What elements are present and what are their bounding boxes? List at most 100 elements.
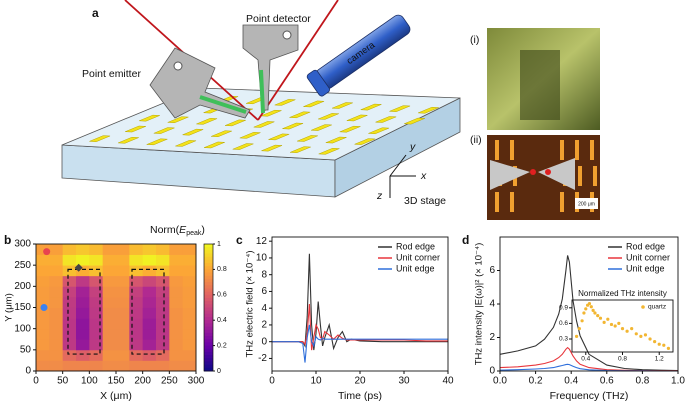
bar-pattern: [575, 140, 579, 160]
heat-cell: [36, 307, 50, 319]
scatter-point: [648, 337, 652, 341]
x-axis-title: Frequency (THz): [550, 390, 629, 402]
bar-pattern: [560, 140, 564, 160]
legend-swatch: [641, 305, 645, 309]
heat-cell: [142, 307, 157, 319]
colorbar-tick-label: 0.8: [217, 266, 227, 273]
colorbar-band: [204, 263, 213, 267]
x-tick-label: 50: [57, 376, 69, 387]
heat-cell: [129, 275, 144, 287]
panel-a: camera a Point detector Point emitter y …: [61, 0, 600, 220]
heat-cell: [102, 328, 117, 340]
rod: [339, 125, 361, 133]
heat-cell: [36, 339, 50, 351]
heat-cell: [102, 339, 117, 351]
axis-x-label: x: [420, 170, 427, 182]
y-tick-label: 100: [14, 323, 31, 334]
colorbar-tick-label: 0.2: [217, 342, 227, 349]
heat-cell: [156, 360, 170, 372]
heat-cell: [156, 318, 170, 330]
heat-cell: [142, 275, 157, 287]
colorbar-frame: [203, 243, 214, 372]
y-tick-label: 6: [489, 265, 495, 276]
heat-cell: [142, 254, 157, 266]
rod: [318, 147, 340, 155]
heat-cell: [89, 307, 104, 319]
heat-cell: [129, 339, 144, 351]
heat-cell: [49, 296, 64, 308]
scatter-point: [609, 322, 614, 327]
heat-cell: [49, 286, 64, 298]
heat-cell: [142, 244, 157, 255]
x-tick-label: 0.8: [618, 356, 627, 363]
colorbar-band: [204, 361, 213, 366]
heat-cell: [129, 328, 144, 340]
colorbar-title-part: E: [179, 224, 187, 236]
colorbar-tick-label: 0: [217, 368, 221, 375]
heat-cell: [102, 360, 117, 372]
colorbar-band: [204, 326, 213, 331]
y-tick-label: 2: [489, 332, 495, 343]
heat-cell: [129, 307, 144, 319]
heat-cell: [49, 349, 64, 361]
detector-hole: [282, 30, 292, 40]
heat-cell: [129, 318, 144, 330]
heat-cell: [76, 339, 90, 351]
scatter-point: [625, 329, 629, 333]
rod: [253, 121, 275, 128]
photo-ii-label: (ii): [470, 134, 482, 146]
heat-cell: [49, 360, 64, 372]
heat-cell: [89, 254, 104, 266]
rod: [196, 118, 218, 125]
heat-cell: [129, 296, 144, 308]
y-tick-label: -2: [258, 353, 267, 364]
colorbar-band: [204, 332, 213, 337]
axes-icon: [389, 154, 416, 198]
heat-cell: [49, 244, 64, 255]
x-tick-label: 250: [161, 376, 178, 387]
heat-cell: [182, 328, 197, 340]
heat-cell: [49, 254, 64, 266]
heat-cell: [36, 318, 50, 330]
photo-i-label: (i): [470, 34, 479, 46]
marker: [43, 248, 51, 256]
legend-label: Unit edge: [626, 263, 665, 273]
heat-cell: [62, 349, 77, 361]
colorbar-band: [204, 278, 213, 283]
colorbar-title-part: ): [201, 224, 205, 236]
scatter-point: [606, 317, 610, 321]
colorbar-band: [204, 247, 213, 251]
heat-cell: [129, 360, 144, 372]
heat-cell: [169, 254, 184, 266]
y-tick-label: 10: [256, 253, 268, 264]
heat-cell: [76, 307, 90, 319]
heat-cell: [102, 254, 117, 266]
y-tick-label: 0: [25, 366, 31, 377]
colorbar-band: [204, 282, 213, 286]
x-axis-title: Time (ps): [338, 390, 382, 402]
rod: [360, 103, 382, 111]
heat-cell: [182, 349, 197, 361]
colorbar-tick-label: 0.4: [217, 317, 227, 324]
rod: [282, 122, 304, 130]
x-tick-label: 0.4: [564, 376, 578, 387]
heat-cell: [102, 318, 117, 330]
heat-cell: [102, 265, 117, 277]
heat-cell: [169, 296, 184, 308]
rod: [260, 109, 282, 117]
colorbar-band: [204, 266, 213, 270]
heat-cell: [36, 275, 50, 287]
detector-label: Point detector: [246, 13, 311, 25]
heat-cell: [62, 339, 77, 351]
heat-cell: [156, 254, 170, 266]
scatter-point: [643, 333, 648, 337]
rod: [203, 141, 225, 149]
plot-frame: [35, 243, 197, 372]
rod: [89, 135, 111, 142]
scatter-point: [634, 332, 638, 336]
rod: [346, 114, 368, 122]
scatter-point: [598, 316, 603, 320]
heat-cell: [156, 244, 170, 255]
scatter-point: [584, 307, 588, 311]
bar-pattern: [593, 166, 597, 186]
